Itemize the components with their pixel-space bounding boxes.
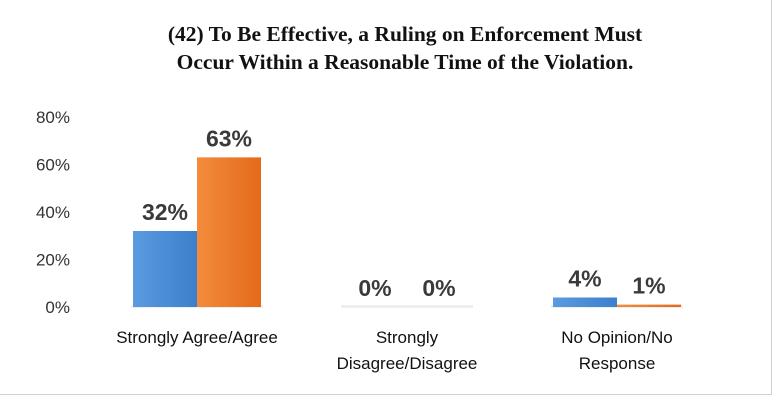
category-labels: Strongly Agree/Agree Strongly Disagree/Dis… (116, 328, 673, 373)
y-tick-label: 60% (36, 156, 70, 175)
bar (197, 157, 261, 307)
data-label: 63% (206, 125, 252, 151)
data-label: 4% (568, 266, 601, 292)
chart-title-line-1: (42) To Be Effective, a Ruling on Enforc… (167, 22, 643, 46)
category-label: Strongly Agree/Agree (116, 328, 278, 347)
data-label: 0% (422, 275, 455, 301)
category-label: Strongly (376, 328, 439, 347)
y-tick-label: 20% (36, 251, 70, 270)
data-label: 32% (142, 199, 188, 225)
y-tick-label: 0% (45, 298, 70, 317)
category-label: Disagree/Disagree (337, 354, 478, 373)
category-label: Response (579, 354, 656, 373)
bar (553, 297, 617, 307)
bar (133, 231, 197, 307)
data-labels: 32% 0% 4% 63% 0% 1% (142, 125, 666, 301)
bar (617, 304, 681, 307)
y-tick-label: 40% (36, 203, 70, 222)
chart-title: (42) To Be Effective, a Ruling on Enforc… (40, 20, 770, 76)
chart-title-line-2: Occur Within a Reasonable Time of the Vi… (176, 50, 634, 74)
y-tick-label: 80% (36, 108, 70, 127)
category-baseline (341, 305, 473, 308)
y-axis-ticks: 0% 20% 40% 60% 80% (36, 108, 70, 317)
category-label: No Opinion/No (561, 328, 673, 347)
data-label: 0% (358, 275, 391, 301)
bars (133, 157, 681, 307)
data-label: 1% (632, 273, 665, 299)
